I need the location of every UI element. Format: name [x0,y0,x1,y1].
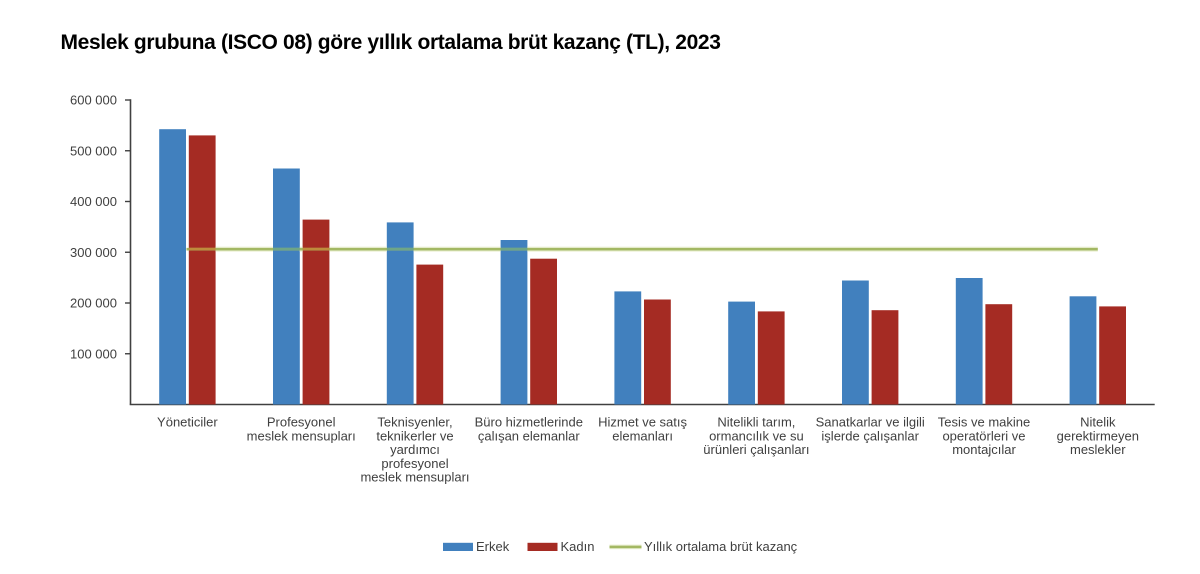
svg-text:300 000: 300 000 [70,245,117,260]
svg-text:Erkek: Erkek [476,539,510,554]
svg-text:100 000: 100 000 [70,346,117,361]
svg-text:Yıllık ortalama brüt kazanç: Yıllık ortalama brüt kazanç [644,539,798,554]
svg-text:Kadın: Kadın [561,539,595,554]
svg-text:400 000: 400 000 [70,194,117,209]
svg-text:600 000: 600 000 [70,93,117,108]
svg-text:Yöneticiler: Yöneticiler [157,415,218,430]
svg-text:200 000: 200 000 [70,296,117,311]
svg-text:500 000: 500 000 [70,143,117,158]
svg-text:Nitelikli tarım,ormancılık ve: Nitelikli tarım, ormancılık ve su ürünleri… [703,415,809,458]
svg-text:Meslek grubuna (ISCO 08) göre: Meslek grubuna (ISCO 08) göre yıllık ort… [61,31,721,54]
